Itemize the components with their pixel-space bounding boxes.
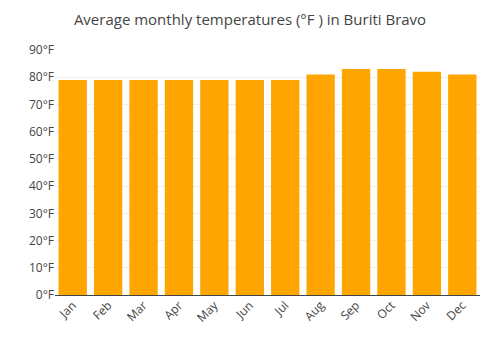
svg-text:50°F: 50°F	[29, 150, 54, 167]
svg-text:Average monthly temperatures (: Average monthly temperatures (°F ) in Bu…	[74, 9, 426, 29]
svg-text:Feb: Feb	[89, 297, 115, 323]
svg-text:Mar: Mar	[123, 297, 151, 325]
svg-text:Dec: Dec	[442, 297, 469, 324]
svg-text:90°F: 90°F	[29, 41, 54, 58]
svg-text:Oct: Oct	[373, 297, 399, 323]
svg-text:20°F: 20°F	[29, 232, 54, 249]
svg-text:Sep: Sep	[336, 297, 363, 324]
svg-text:70°F: 70°F	[29, 96, 54, 113]
svg-text:30°F: 30°F	[29, 205, 54, 222]
svg-text:0°F: 0°F	[36, 286, 54, 303]
svg-text:Jun: Jun	[231, 297, 256, 322]
svg-text:Aug: Aug	[300, 297, 328, 325]
svg-text:60°F: 60°F	[29, 123, 54, 140]
svg-text:May: May	[193, 296, 222, 325]
svg-text:Apr: Apr	[160, 297, 186, 323]
svg-text:Jul: Jul	[270, 297, 292, 319]
svg-text:Jan: Jan	[55, 297, 80, 322]
svg-text:80°F: 80°F	[29, 68, 54, 85]
svg-text:10°F: 10°F	[29, 259, 54, 276]
svg-text:40°F: 40°F	[29, 177, 54, 194]
svg-text:Nov: Nov	[406, 297, 434, 325]
